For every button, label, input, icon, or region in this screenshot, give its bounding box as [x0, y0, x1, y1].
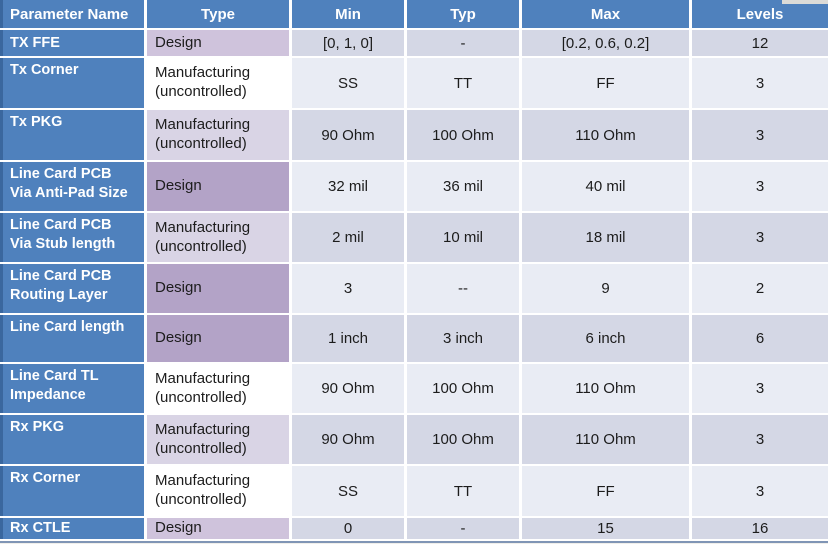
param-cell: Rx PKG: [0, 415, 144, 464]
table-row: Line Card PCB Via Stub length Manufactur…: [0, 213, 828, 262]
table-row: Line Card PCB Via Anti-Pad Size Design 3…: [0, 162, 828, 211]
levels-cell: 3: [692, 58, 828, 108]
table-row: Line Card TL Impedance Manufacturing (un…: [0, 364, 828, 413]
param-cell: Line Card PCB Via Anti-Pad Size: [0, 162, 144, 211]
param-cell: Line Card PCB Via Stub length: [0, 213, 144, 262]
levels-cell: 3: [692, 213, 828, 262]
slide-corner-artifact: [782, 0, 828, 4]
table-row: Rx CTLE Design 0 - 15 16: [0, 518, 828, 539]
levels-cell: 3: [692, 162, 828, 211]
type-cell: Design: [147, 162, 289, 211]
table-bottom-rule: [0, 541, 828, 543]
type-cell: Manufacturing (uncontrolled): [147, 110, 289, 160]
table-row: Tx PKG Manufacturing (uncontrolled) 90 O…: [0, 110, 828, 160]
param-cell: Rx Corner: [0, 466, 144, 516]
type-cell: Design: [147, 518, 289, 539]
max-cell: FF: [522, 58, 689, 108]
max-cell: 110 Ohm: [522, 364, 689, 413]
min-cell: SS: [292, 466, 404, 516]
min-cell: 90 Ohm: [292, 415, 404, 464]
typ-cell: TT: [407, 58, 519, 108]
levels-cell: 16: [692, 518, 828, 539]
typ-cell: 36 mil: [407, 162, 519, 211]
levels-cell: 3: [692, 466, 828, 516]
table-row: Tx Corner Manufacturing (uncontrolled) S…: [0, 58, 828, 108]
param-cell: Line Card length: [0, 315, 144, 362]
levels-cell: 3: [692, 110, 828, 160]
type-cell: Manufacturing (uncontrolled): [147, 213, 289, 262]
levels-cell: 3: [692, 415, 828, 464]
min-cell: 0: [292, 518, 404, 539]
typ-cell: 100 Ohm: [407, 110, 519, 160]
max-cell: 15: [522, 518, 689, 539]
levels-cell: 3: [692, 364, 828, 413]
typ-cell: 100 Ohm: [407, 415, 519, 464]
type-cell: Manufacturing (uncontrolled): [147, 58, 289, 108]
param-cell: TX FFE: [0, 30, 144, 56]
type-cell: Manufacturing (uncontrolled): [147, 364, 289, 413]
column-header-max: Max: [522, 0, 689, 28]
min-cell: 2 mil: [292, 213, 404, 262]
param-cell: Line Card PCB Routing Layer: [0, 264, 144, 313]
param-cell: Tx Corner: [0, 58, 144, 108]
header-row: Parameter Name Type Min Typ Max Levels: [0, 0, 828, 28]
min-cell: 3: [292, 264, 404, 313]
max-cell: 18 mil: [522, 213, 689, 262]
param-cell: Line Card TL Impedance: [0, 364, 144, 413]
type-cell: Design: [147, 30, 289, 56]
max-cell: 9: [522, 264, 689, 313]
table-row: TX FFE Design [0, 1, 0] - [0.2, 0.6, 0.2…: [0, 30, 828, 56]
column-header-typ: Typ: [407, 0, 519, 28]
max-cell: [0.2, 0.6, 0.2]: [522, 30, 689, 56]
max-cell: 40 mil: [522, 162, 689, 211]
max-cell: 110 Ohm: [522, 415, 689, 464]
max-cell: 6 inch: [522, 315, 689, 362]
typ-cell: -: [407, 518, 519, 539]
typ-cell: 3 inch: [407, 315, 519, 362]
min-cell: 90 Ohm: [292, 364, 404, 413]
column-header-levels: Levels: [692, 0, 828, 28]
param-cell: Tx PKG: [0, 110, 144, 160]
table-row: Line Card PCB Routing Layer Design 3 -- …: [0, 264, 828, 313]
typ-cell: 10 mil: [407, 213, 519, 262]
type-cell: Manufacturing (uncontrolled): [147, 466, 289, 516]
column-header-parameter-name: Parameter Name: [0, 0, 144, 28]
typ-cell: --: [407, 264, 519, 313]
type-cell: Design: [147, 315, 289, 362]
column-header-type: Type: [147, 0, 289, 28]
min-cell: 90 Ohm: [292, 110, 404, 160]
min-cell: SS: [292, 58, 404, 108]
typ-cell: TT: [407, 466, 519, 516]
column-header-min: Min: [292, 0, 404, 28]
levels-cell: 2: [692, 264, 828, 313]
table-row: Line Card length Design 1 inch 3 inch 6 …: [0, 315, 828, 362]
typ-cell: 100 Ohm: [407, 364, 519, 413]
table-row: Rx PKG Manufacturing (uncontrolled) 90 O…: [0, 415, 828, 464]
min-cell: [0, 1, 0]: [292, 30, 404, 56]
type-cell: Design: [147, 264, 289, 313]
param-cell: Rx CTLE: [0, 518, 144, 539]
max-cell: 110 Ohm: [522, 110, 689, 160]
typ-cell: -: [407, 30, 519, 56]
table-row: Rx Corner Manufacturing (uncontrolled) S…: [0, 466, 828, 516]
min-cell: 32 mil: [292, 162, 404, 211]
levels-cell: 6: [692, 315, 828, 362]
min-cell: 1 inch: [292, 315, 404, 362]
max-cell: FF: [522, 466, 689, 516]
levels-cell: 12: [692, 30, 828, 56]
type-cell: Manufacturing (uncontrolled): [147, 415, 289, 464]
